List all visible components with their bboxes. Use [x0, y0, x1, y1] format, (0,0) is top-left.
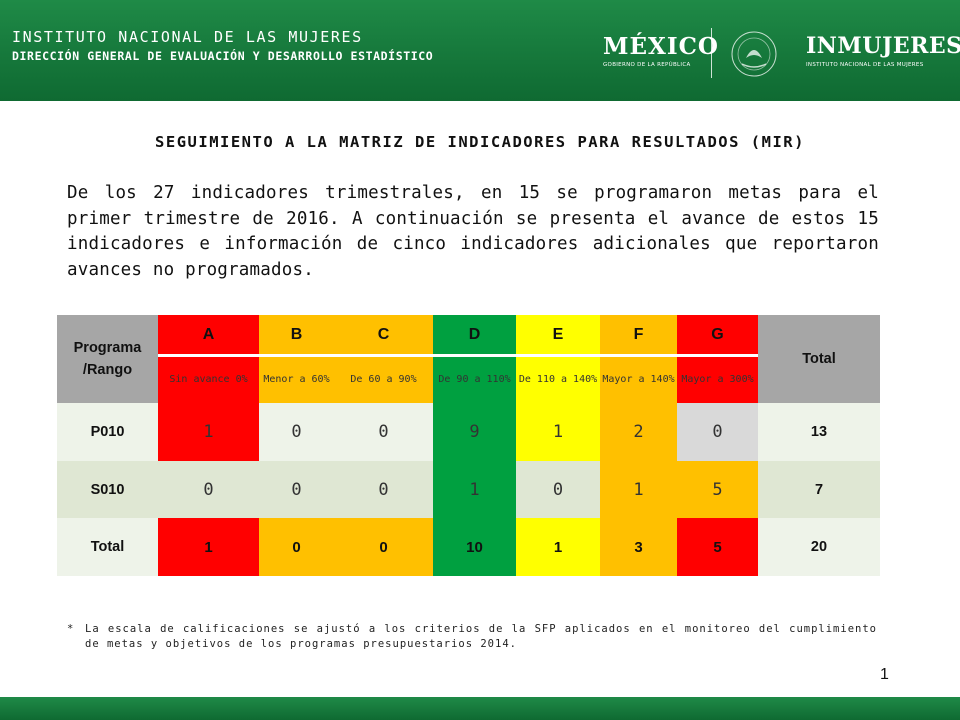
table-cell: 0 — [259, 461, 334, 518]
table-cell: 3 — [600, 518, 677, 576]
table-cell: 0 — [158, 461, 259, 518]
column-range-f: Mayor a 140% — [600, 357, 677, 403]
table-cell: 0 — [259, 403, 334, 461]
table-cell: 1 — [158, 518, 259, 576]
table-cell: 1 — [158, 403, 259, 461]
column-range-d: De 90 a 110% — [433, 357, 516, 403]
table-cell: 1 — [516, 403, 600, 461]
column-range-e: De 110 a 140% — [516, 357, 600, 403]
corner-header: Programa /Rango — [57, 315, 158, 403]
table-cell: 2 — [600, 403, 677, 461]
footnote-marker: * — [67, 623, 75, 635]
column-range-b: Menor a 60% — [259, 357, 334, 403]
page-title: SEGUIMIENTO A LA MATRIZ DE INDICADORES P… — [155, 133, 805, 151]
column-range-c: De 60 a 90% — [334, 357, 433, 403]
footer-banner — [0, 697, 960, 720]
row-label: Total — [57, 518, 158, 576]
column-letter-f: F — [600, 315, 677, 357]
column-letter-g: G — [677, 315, 758, 357]
table-cell: 5 — [677, 518, 758, 576]
page-number: 1 — [880, 666, 889, 683]
row-label: P010 — [57, 403, 158, 461]
table-cell: 1 — [600, 461, 677, 518]
row-total: 7 — [758, 461, 880, 518]
national-emblem-icon — [731, 31, 777, 77]
row-total: 13 — [758, 403, 880, 461]
mexico-logo-text: MÉXICO — [603, 33, 719, 60]
inmujeres-logo-text: INMUJERES — [806, 33, 960, 59]
table-cell: 1 — [516, 518, 600, 576]
total-header: Total — [758, 315, 880, 403]
institution-name: INSTITUTO NACIONAL DE LAS MUJERES — [12, 28, 363, 46]
inmujeres-logo-subtitle: INSTITUTO NACIONAL DE LAS MUJERES — [806, 62, 924, 68]
header-banner: INSTITUTO NACIONAL DE LAS MUJERES DIRECC… — [0, 0, 960, 101]
table-cell: 0 — [677, 403, 758, 461]
table-cell: 0 — [334, 518, 433, 576]
column-range-a: Sin avance 0% — [158, 357, 259, 403]
row-total: 20 — [758, 518, 880, 576]
column-letter-e: E — [516, 315, 600, 357]
intro-paragraph: De los 27 indicadores trimestrales, en 1… — [67, 183, 879, 280]
table-cell: 9 — [433, 403, 516, 461]
table-cell: 0 — [516, 461, 600, 518]
direction-name: DIRECCIÓN GENERAL DE EVALUACIÓN Y DESARR… — [12, 49, 434, 63]
logo-divider — [711, 28, 712, 78]
footnote-text: La escala de calificaciones se ajustó a … — [85, 623, 877, 650]
column-letter-b: B — [259, 315, 334, 357]
table-cell: 0 — [334, 461, 433, 518]
column-letter-a: A — [158, 315, 259, 357]
table-cell: 10 — [433, 518, 516, 576]
row-label: S010 — [57, 461, 158, 518]
table-cell: 0 — [334, 403, 433, 461]
column-range-g: Mayor a 300% — [677, 357, 758, 403]
table-cell: 1 — [433, 461, 516, 518]
table-cell: 0 — [259, 518, 334, 576]
column-letter-c: C — [334, 315, 433, 357]
table-cell: 5 — [677, 461, 758, 518]
column-letter-d: D — [433, 315, 516, 357]
mexico-logo-subtitle: GOBIERNO DE LA REPÚBLICA — [603, 62, 691, 68]
footnote: * La escala de calificaciones se ajustó … — [67, 622, 877, 652]
